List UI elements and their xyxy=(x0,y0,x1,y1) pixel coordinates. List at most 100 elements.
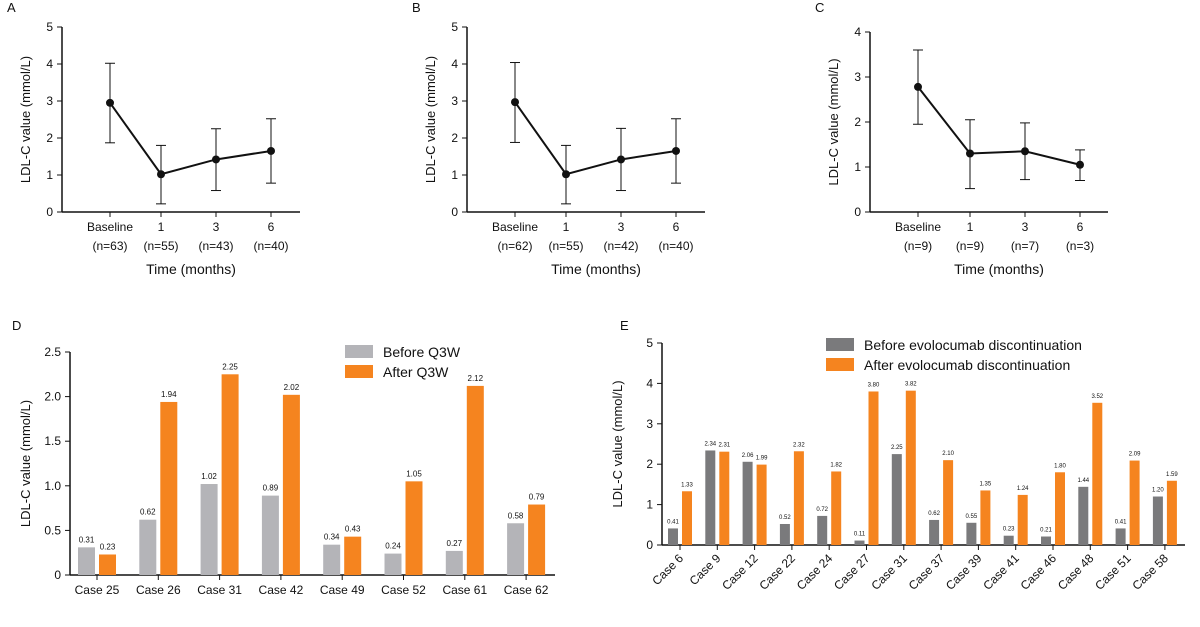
data-label: 0.23 xyxy=(100,542,116,551)
data-label: 0.41 xyxy=(1115,519,1127,525)
legend-entry: After evolocumab discontinuation xyxy=(864,357,1070,373)
legend-swatch xyxy=(826,358,854,371)
panel-label: E xyxy=(620,318,629,333)
data-point xyxy=(157,170,165,179)
bar xyxy=(1152,496,1163,545)
bar xyxy=(779,523,790,545)
bar xyxy=(817,515,828,545)
bar xyxy=(282,394,300,575)
n-label: (n=9) xyxy=(956,239,984,253)
x-tick-label: Case 58 xyxy=(1130,551,1172,593)
bar xyxy=(756,464,767,545)
data-label: 3.80 xyxy=(868,382,880,388)
x-tick-label: Case 26 xyxy=(136,583,181,597)
x-tick-label: Case 37 xyxy=(906,551,948,593)
n-label: (n=55) xyxy=(143,239,178,253)
n-label: (n=3) xyxy=(1066,239,1094,253)
n-label: (n=63) xyxy=(92,239,127,253)
bar xyxy=(323,544,341,575)
n-label: (n=43) xyxy=(198,239,233,253)
n-label: (n=55) xyxy=(548,239,583,253)
data-label: 2.32 xyxy=(793,442,805,448)
panel-label: D xyxy=(12,318,21,333)
legend-swatch xyxy=(345,345,373,358)
bar xyxy=(1017,494,1028,545)
data-label: 2.25 xyxy=(891,445,903,451)
bar xyxy=(1003,535,1014,545)
x-tick-label: 1 xyxy=(563,220,570,234)
bar xyxy=(929,519,940,545)
bar xyxy=(261,495,279,575)
data-label: 1.02 xyxy=(201,472,217,481)
y-tick-label: 1.5 xyxy=(44,434,61,448)
y-tick-label: 3 xyxy=(854,70,861,84)
data-label: 1.80 xyxy=(1054,463,1066,469)
data-label: 2.25 xyxy=(222,362,238,371)
data-label: 1.59 xyxy=(1166,472,1178,478)
x-axis-label: Time (months) xyxy=(146,261,236,277)
y-tick-label: 4 xyxy=(46,57,53,71)
series-line xyxy=(514,101,677,176)
data-label: 2.10 xyxy=(942,451,954,457)
y-tick-label: 3 xyxy=(646,417,653,431)
x-axis-label: Time (months) xyxy=(551,261,641,277)
y-tick-label: 5 xyxy=(646,336,653,350)
y-axis-label: LDL-C value (mmol/L) xyxy=(610,380,625,507)
data-label: 0.24 xyxy=(385,542,401,551)
y-tick-label: 0 xyxy=(646,538,653,552)
x-tick-label: Case 24 xyxy=(794,551,836,593)
data-point xyxy=(106,98,114,107)
bar xyxy=(793,451,804,545)
n-label: (n=40) xyxy=(253,239,288,253)
y-tick-label: 3 xyxy=(451,94,458,108)
y-tick-label: 0 xyxy=(451,205,458,219)
x-tick-label: Case 31 xyxy=(868,551,910,593)
x-tick-label: Baseline xyxy=(895,220,941,234)
legend-swatch xyxy=(345,365,373,378)
n-label: (n=40) xyxy=(658,239,693,253)
data-label: 2.02 xyxy=(284,383,300,392)
bar xyxy=(1041,536,1051,545)
y-tick-label: 1 xyxy=(451,168,458,182)
data-label: 0.52 xyxy=(779,515,791,521)
x-tick-label: Case 9 xyxy=(687,551,724,588)
data-label: 1.05 xyxy=(406,469,422,478)
y-tick-label: 1 xyxy=(646,498,653,512)
bar xyxy=(344,536,362,575)
data-label: 2.12 xyxy=(468,374,484,383)
data-label: 0.89 xyxy=(263,484,279,493)
bar xyxy=(99,554,116,575)
x-tick-label: Case 39 xyxy=(943,551,985,593)
data-point xyxy=(914,82,922,91)
legend-entry: Before Q3W xyxy=(383,344,461,360)
bar xyxy=(966,522,977,545)
data-label: 0.31 xyxy=(79,535,95,544)
data-point xyxy=(267,146,275,155)
x-tick-label: Case 51 xyxy=(1092,551,1134,593)
y-tick-label: 0 xyxy=(46,205,53,219)
x-axis-label: Time (months) xyxy=(954,261,1044,277)
x-tick-label: 3 xyxy=(1022,220,1029,234)
panel-label: B xyxy=(412,0,421,15)
legend-swatch xyxy=(826,338,854,351)
data-label: 1.35 xyxy=(980,481,992,487)
legend-entry: After Q3W xyxy=(383,364,449,380)
bar xyxy=(1115,528,1126,545)
y-tick-label: 5 xyxy=(46,20,53,34)
x-tick-label: Case 48 xyxy=(1055,551,1097,593)
x-tick-label: 3 xyxy=(213,220,220,234)
legend-entry: Before evolocumab discontinuation xyxy=(864,337,1082,353)
data-label: 0.79 xyxy=(529,493,545,502)
bar xyxy=(221,374,239,575)
bar xyxy=(719,451,730,545)
data-label: 1.20 xyxy=(1152,488,1164,494)
bar xyxy=(868,391,879,545)
y-tick-label: 1.0 xyxy=(44,479,61,493)
bar xyxy=(445,550,463,575)
y-tick-label: 2 xyxy=(46,131,53,145)
x-tick-label: Case 27 xyxy=(831,551,873,593)
y-tick-label: 0 xyxy=(54,568,61,582)
data-label: 0.62 xyxy=(928,511,940,517)
y-axis-label: LDL-C value (mmol/L) xyxy=(826,58,841,185)
x-tick-label: Case 46 xyxy=(1018,551,1060,593)
